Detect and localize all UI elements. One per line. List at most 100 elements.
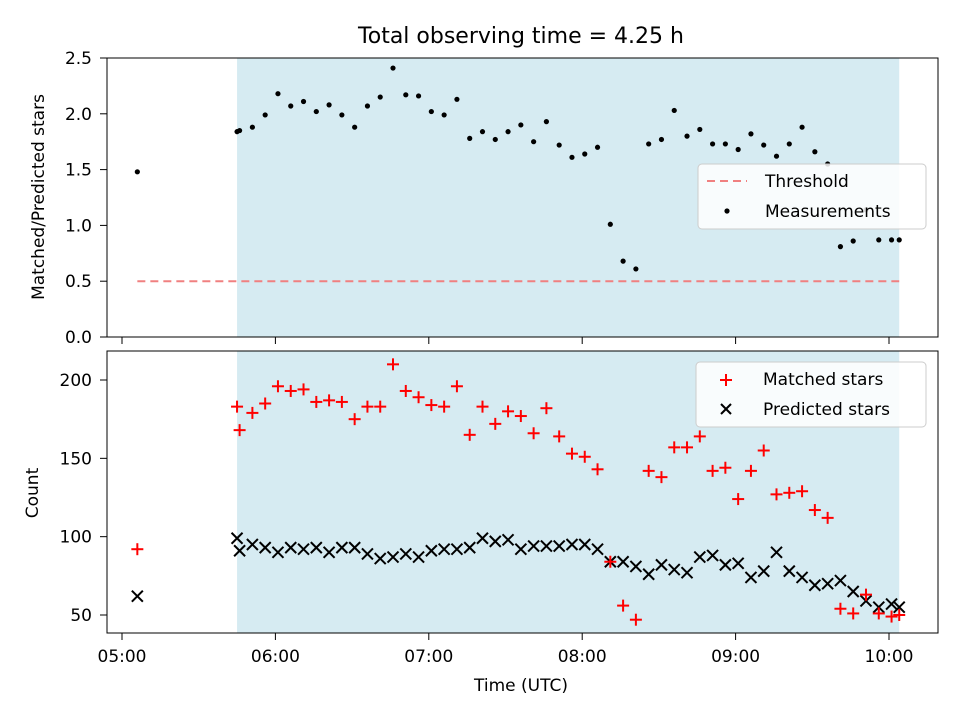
measurement-point bbox=[773, 153, 780, 159]
marker-stroke bbox=[757, 564, 770, 578]
matched-star-marker bbox=[821, 511, 834, 524]
predicted-star-marker bbox=[335, 541, 349, 554]
measurement-point bbox=[505, 129, 511, 135]
marker-stroke bbox=[230, 532, 244, 545]
measurement-point bbox=[748, 131, 754, 137]
marker-stroke bbox=[501, 533, 515, 547]
legend-box-top bbox=[697, 163, 927, 230]
chart-title: Total observing time = 4.25 h bbox=[357, 24, 684, 49]
matched-star-marker bbox=[744, 464, 757, 477]
matched-star-marker bbox=[642, 464, 655, 477]
predicted-star-marker bbox=[386, 550, 400, 564]
matched-star-marker bbox=[297, 383, 310, 396]
measurement-point bbox=[556, 142, 562, 148]
matched-star-marker bbox=[463, 428, 476, 441]
predicted-star-marker bbox=[680, 566, 694, 579]
plot-frame-top bbox=[106, 57, 939, 338]
measurement-point bbox=[658, 136, 665, 143]
matched-star-marker bbox=[681, 441, 694, 454]
marker-stroke bbox=[552, 539, 566, 553]
legend-bottom: Matched stars Predicted stars bbox=[695, 361, 927, 428]
matched-star-marker bbox=[732, 493, 745, 506]
predicted-star-marker bbox=[297, 542, 310, 556]
marker-stroke bbox=[859, 594, 873, 608]
matched-star-marker bbox=[514, 410, 527, 423]
y-axis-top: 0.0 0.5 1.0 1.5 2.0 2.5 bbox=[65, 49, 107, 348]
matched-star-marker bbox=[540, 402, 553, 415]
marker-stroke bbox=[565, 538, 579, 551]
predicted-star-marker bbox=[131, 589, 144, 603]
predicted-star-marker bbox=[463, 541, 476, 554]
marker-stroke bbox=[412, 550, 425, 564]
predicted-star-marker bbox=[859, 594, 873, 608]
marker-stroke bbox=[489, 535, 502, 548]
legend-threshold-label: Threshold bbox=[764, 172, 849, 192]
predicted-star-marker bbox=[271, 546, 285, 559]
y-tick-label: 2.0 bbox=[65, 105, 92, 125]
predicted-star-marker bbox=[834, 574, 847, 587]
marker-stroke bbox=[131, 589, 144, 603]
predicted-star-marker bbox=[361, 547, 374, 561]
y-tick-label: 150 bbox=[60, 449, 92, 469]
matched-star-marker bbox=[591, 463, 604, 476]
marker-stroke bbox=[808, 579, 822, 592]
marker-stroke bbox=[770, 546, 783, 559]
matched-star-marker bbox=[859, 588, 872, 601]
marker-stroke bbox=[821, 577, 834, 590]
marker-stroke bbox=[783, 564, 796, 578]
matched-star-marker bbox=[565, 447, 578, 460]
marker-stroke bbox=[693, 550, 707, 564]
predicted-star-marker bbox=[744, 571, 758, 584]
marker-stroke bbox=[476, 532, 489, 545]
matched-star-marker bbox=[553, 430, 566, 443]
predicted-star-marker bbox=[846, 585, 860, 598]
predicted-star-marker bbox=[642, 568, 655, 581]
measurement-point bbox=[722, 141, 728, 147]
marker-stroke bbox=[386, 550, 400, 564]
measurement-point bbox=[326, 102, 332, 108]
matched-star-marker bbox=[578, 450, 591, 463]
predicted-star-marker bbox=[476, 532, 489, 545]
matched-star-marker bbox=[757, 444, 770, 457]
predicted-star-marker bbox=[872, 600, 885, 614]
measurement-point bbox=[300, 98, 307, 105]
measurement-point bbox=[594, 144, 601, 150]
predicted-star-marker bbox=[322, 546, 336, 559]
matched-star-marker bbox=[399, 384, 412, 397]
matched-star-marker bbox=[284, 384, 297, 397]
predicted-star-marker bbox=[374, 552, 387, 565]
marker-stroke bbox=[540, 539, 553, 553]
legend-measurements-swatch bbox=[724, 208, 730, 214]
measurement-point bbox=[390, 65, 396, 71]
matched-star-marker bbox=[834, 602, 847, 615]
y-axis-label-top: Matched/Predicted stars bbox=[29, 94, 49, 300]
marker-stroke bbox=[642, 568, 655, 581]
measurement-point bbox=[569, 154, 575, 160]
matched-star-marker bbox=[527, 427, 540, 440]
marker-stroke bbox=[271, 546, 285, 559]
matched-star-marker bbox=[668, 441, 681, 454]
marker-stroke bbox=[335, 541, 349, 554]
predicted-star-marker bbox=[450, 542, 464, 556]
y-axis-label-bottom: Count bbox=[23, 467, 43, 518]
predicted-star-marker bbox=[821, 577, 834, 590]
legend-predicted-label: Predicted stars bbox=[763, 400, 890, 420]
matched-star-marker bbox=[655, 471, 668, 484]
matched-star-marker bbox=[271, 380, 284, 393]
measurement-point bbox=[888, 237, 895, 243]
matched-star-marker bbox=[246, 406, 259, 419]
marker-stroke bbox=[846, 585, 860, 598]
marker-stroke bbox=[834, 574, 847, 587]
predicted-star-marker bbox=[693, 550, 707, 564]
y-tick-label: 2.5 bbox=[65, 49, 92, 69]
predicted-star-marker bbox=[501, 533, 515, 547]
panel-counts: 50 100 150 200 05:00 06:00 07:00 08:00 09:00 10:… bbox=[23, 350, 939, 696]
matched-star-marker bbox=[770, 488, 783, 501]
measurement-point bbox=[249, 124, 255, 130]
measurement-point bbox=[633, 266, 639, 272]
predicted-star-marker bbox=[808, 579, 822, 592]
measurement-point bbox=[646, 141, 652, 147]
matched-star-marker bbox=[425, 399, 438, 412]
predicted-star-marker bbox=[616, 555, 630, 568]
matched-star-marker bbox=[783, 486, 796, 499]
